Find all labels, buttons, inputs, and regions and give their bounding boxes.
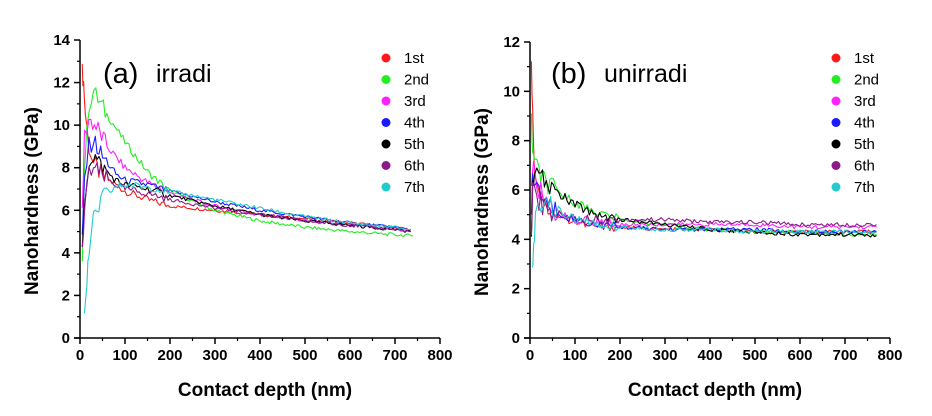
x-tick-label: 0 <box>76 347 84 364</box>
x-tick-label: 700 <box>382 347 407 364</box>
legend-marker-6th <box>831 161 841 170</box>
chart-title: unirradi <box>604 60 687 88</box>
legend-label-6th: 6th <box>404 158 425 175</box>
series-line-6th <box>530 182 877 236</box>
legend-marker-1st <box>831 53 841 63</box>
panel-tag: (b) <box>551 58 586 90</box>
legend-label-4th: 4th <box>854 115 875 132</box>
x-tick-label: 400 <box>247 347 272 364</box>
legend-marker-1st <box>381 53 391 63</box>
y-tick-label: 6 <box>62 202 70 219</box>
y-tick-label: 8 <box>62 160 70 177</box>
legend-label-3rd: 3rd <box>404 93 426 110</box>
x-tick-label: 200 <box>607 347 632 364</box>
x-tick-label: 500 <box>742 347 767 364</box>
x-tick-label: 0 <box>526 347 534 364</box>
y-tick-label: 6 <box>512 182 520 199</box>
x-tick-label: 300 <box>202 347 227 364</box>
legend-marker-5th <box>381 139 391 149</box>
y-tick-label: 12 <box>503 34 520 51</box>
legend-label-3rd: 3rd <box>854 93 876 110</box>
legend-marker-2nd <box>381 75 391 84</box>
x-tick-label: 200 <box>157 347 182 364</box>
series-line-3rd <box>81 118 411 233</box>
chart-title: irradi <box>156 60 212 88</box>
x-tick-label: 100 <box>112 347 137 364</box>
x-tick-label: 700 <box>832 347 857 364</box>
x-tick-label: 800 <box>877 347 902 364</box>
x-tick-label: 600 <box>787 347 812 364</box>
x-axis-title: Contact depth (nm) <box>178 380 352 401</box>
legend-label-1st: 1st <box>404 50 425 67</box>
series-line-5th <box>81 154 412 247</box>
y-tick-label: 4 <box>62 245 71 262</box>
series-line-2nd <box>81 87 414 262</box>
legend-marker-7th <box>831 182 841 192</box>
x-axis-title: Contact depth (nm) <box>628 380 802 401</box>
legend-label-7th: 7th <box>854 179 875 196</box>
legend-marker-6th <box>381 161 391 170</box>
y-tick-label: 2 <box>512 281 520 298</box>
x-tick-label: 800 <box>427 347 452 364</box>
y-tick-label: 8 <box>512 133 520 150</box>
x-tick-label: 600 <box>337 347 362 364</box>
legend-label-6th: 6th <box>854 158 875 175</box>
x-tick-label: 500 <box>292 347 317 364</box>
legend-marker-4th <box>381 118 391 127</box>
series-line-5th <box>530 167 877 238</box>
panel-tag: (a) <box>103 58 138 90</box>
y-tick-label: 0 <box>512 330 520 347</box>
legend-label-2nd: 2nd <box>854 72 879 89</box>
y-axis-title: Nanohardness (GPa) <box>22 107 43 295</box>
legend-marker-5th <box>831 139 841 149</box>
series-line-7th <box>531 195 877 268</box>
y-tick-label: 4 <box>512 231 521 248</box>
y-tick-label: 2 <box>62 287 70 304</box>
y-tick-label: 12 <box>53 75 70 92</box>
legend-label-7th: 7th <box>404 179 425 196</box>
series-line-7th <box>83 181 411 314</box>
x-tick-label: 100 <box>562 347 587 364</box>
legend-label-2nd: 2nd <box>404 72 429 89</box>
y-tick-label: 0 <box>62 330 70 347</box>
y-tick-label: 10 <box>503 83 520 100</box>
series-line-2nd <box>530 113 877 237</box>
legend-label-5th: 5th <box>854 136 875 153</box>
chart-panel-a: 0 100 200 300 400 500 600 700 800 0 2 4 6 8 10 12 14 Cont… <box>22 32 453 401</box>
y-axis-title: Nanohardness (GPa) <box>472 108 493 296</box>
series-line-3rd <box>530 160 877 230</box>
y-tick-label: 14 <box>53 32 70 49</box>
legend-marker-4th <box>831 118 841 127</box>
legend-label-4th: 4th <box>404 115 425 132</box>
chart-panel-b: 0 100 200 300 400 500 600 700 800 0 2 4 6 8 10 12 Contac… <box>472 34 903 401</box>
y-tick-label: 10 <box>53 117 70 134</box>
legend-label-1st: 1st <box>854 50 875 67</box>
x-tick-label: 300 <box>652 347 677 364</box>
legend-marker-3rd <box>831 96 841 106</box>
legend-marker-2nd <box>831 75 841 84</box>
series-line-6th <box>81 162 411 248</box>
x-tick-label: 400 <box>697 347 722 364</box>
legend-marker-3rd <box>381 96 391 106</box>
legend-marker-7th <box>381 182 391 192</box>
legend-label-5th: 5th <box>404 136 425 153</box>
